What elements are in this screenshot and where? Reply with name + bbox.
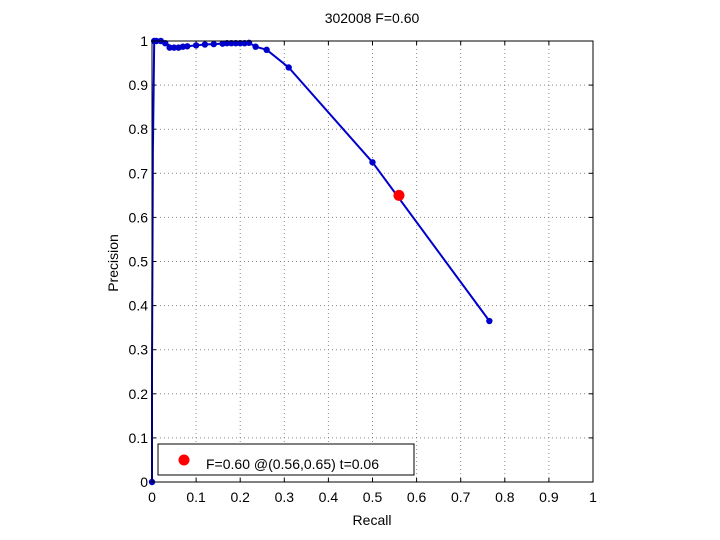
x-tick-label: 0.2 (230, 489, 250, 505)
y-axis-label: Precision (105, 234, 121, 292)
x-tick-label: 0.9 (539, 489, 559, 505)
y-tick-label: 0.8 (129, 121, 149, 137)
y-tick-label: 0.9 (129, 77, 149, 93)
pr-curve-point (210, 40, 217, 48)
y-tick-labels: 0 0.1 0.2 0.3 0.4 0.5 0.6 0.7 0.8 0.9 1 (129, 33, 149, 490)
pr-curve-point (166, 44, 173, 51)
pr-curve-point (263, 46, 270, 54)
x-tick-label: 0.3 (275, 489, 295, 505)
best-point-layer (393, 189, 405, 201)
legend-box (157, 443, 415, 476)
x-tick-label: 0 (148, 489, 156, 505)
legend-label: F=0.60 @(0.56,0.65) t=0.06 (206, 456, 379, 472)
x-tick-label: 0.6 (407, 489, 427, 505)
pr-curve-point (237, 40, 244, 47)
pr-curve-point (201, 41, 209, 48)
pr-curve-point (232, 40, 239, 47)
y-tick-label: 1 (140, 33, 148, 49)
legend-marker (178, 454, 190, 466)
y-tick-label: 0.6 (129, 209, 149, 225)
pr-curve-point (192, 42, 200, 49)
plot-frame (151, 40, 594, 483)
x-tick-label: 1 (589, 489, 597, 505)
pr-curve-point (184, 43, 191, 50)
pr-curve-point (285, 64, 292, 71)
x-tick-label: 0.5 (363, 489, 383, 505)
y-tick-label: 0.5 (129, 254, 149, 270)
x-axis-label: Recall (353, 512, 392, 528)
pr-curve-point (223, 40, 231, 47)
pr-curve-point (228, 40, 235, 47)
y-tick-label: 0.2 (129, 386, 149, 402)
y-tick-label: 0.7 (129, 165, 149, 181)
pr-curve-point (369, 159, 376, 166)
x-tick-label: 0.1 (186, 489, 206, 505)
y-tick-label: 0.3 (129, 342, 149, 358)
y-tick-label: 0.4 (129, 298, 149, 314)
y-tick-label: 0.1 (129, 430, 149, 446)
pr-curve-point (486, 317, 493, 325)
legend: F=0.60 @(0.56,0.65) t=0.06 (157, 443, 415, 476)
grid-lines (152, 41, 593, 482)
y-tick-label: 0 (140, 474, 148, 490)
x-tick-label: 0.7 (451, 489, 471, 505)
best-f-point (393, 189, 405, 201)
x-tick-label: 0.8 (495, 489, 515, 505)
chart-title: 302008 F=0.60 (325, 10, 420, 26)
pr-curve-point (252, 43, 259, 50)
pr-curve-point (162, 40, 169, 47)
x-tick-labels: 0 0.1 0.2 0.3 0.4 0.5 0.6 0.7 0.8 0.9 1 (148, 489, 597, 505)
x-tick-label: 0.4 (319, 489, 339, 505)
pr-curve-point (170, 44, 178, 51)
